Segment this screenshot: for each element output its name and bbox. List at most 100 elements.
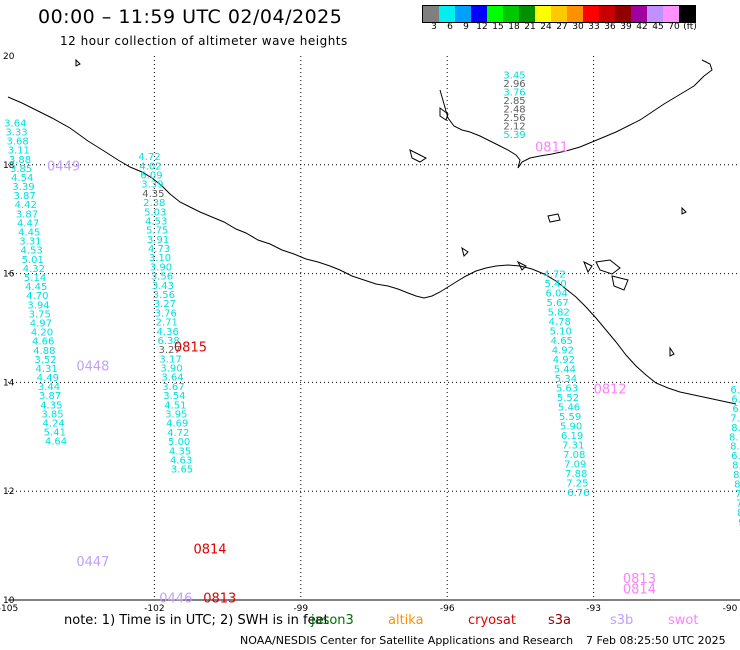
colorbar-swatch: [455, 6, 471, 22]
colorbar-swatch: [471, 6, 487, 22]
swh-value: 3.90: [150, 262, 172, 273]
lon-tick-label: -99: [293, 604, 308, 614]
swh-value: 3.65: [171, 465, 193, 476]
swh-value: 4.92: [553, 355, 575, 366]
swh-value: 9.51: [738, 517, 740, 528]
track-time-label: 0813: [623, 572, 656, 587]
swh-value: 4.88: [33, 346, 55, 357]
credit-timestamp: 7 Feb 08:25:50 UTC 2025: [586, 634, 726, 647]
swh-value: 2.85: [503, 96, 525, 107]
swh-value: 5.41: [44, 428, 66, 439]
lon-tick-label: -96: [440, 604, 455, 614]
swh-value: 2.56: [503, 113, 525, 124]
swh-value: 8.27: [734, 480, 740, 491]
lon-tick-label: -102: [144, 604, 164, 614]
swh-value: 6.76: [567, 488, 589, 499]
track-time-label: 0815: [174, 340, 207, 355]
colorbar-label: 27: [556, 22, 568, 32]
lat-tick-label: 20: [3, 52, 15, 62]
track-time-label: 0447: [76, 555, 109, 570]
swh-value: 3.10: [149, 253, 171, 264]
swh-value: 4.97: [30, 318, 52, 329]
colorbar-labels: 3 6 9 12 15 18 21 24 27 30 33 36 39 42 45 70 (ft): [422, 22, 732, 34]
lake-shape-7: [461, 246, 469, 257]
swh-value: 5.00: [168, 437, 190, 448]
lon-tick-label: -105: [0, 604, 18, 614]
lake-shape-1: [595, 259, 621, 275]
wave-height-colorbar: [422, 5, 696, 23]
colorbar-swatch: [599, 6, 615, 22]
satellite-jason3: jason3: [311, 613, 354, 628]
colorbar-label: 21: [524, 22, 536, 32]
swh-value: 6.38: [158, 336, 180, 347]
lake-shape-2: [611, 275, 629, 291]
swh-value: 5.14: [24, 273, 46, 284]
swh-value: 5.03: [144, 207, 166, 218]
swh-value: 4.35: [40, 400, 62, 411]
swh-value: 4.72: [138, 152, 160, 163]
swh-value: 5.52: [557, 393, 579, 404]
colorbar-swatch: [631, 6, 647, 22]
yucatan-gulf-coastline: [439, 75, 705, 169]
lake-shape-5: [669, 346, 675, 357]
swh-value: 3.95: [165, 410, 187, 421]
axis-labels: -105 -102 -99 -96 -93 -90 20 18 16 14 12 10: [0, 52, 738, 614]
colorbar-label: 30: [572, 22, 584, 32]
swh-value: 4.51: [164, 400, 186, 411]
colorbar-label: 6: [447, 22, 453, 32]
swh-value: 7.08: [563, 450, 585, 461]
colorbar-swatch: [647, 6, 663, 22]
map-title: 00:00 – 11:59 UTC 02/04/2025: [38, 6, 343, 28]
colorbar-swatch: [615, 6, 631, 22]
swh-value: 6.04: [731, 451, 740, 462]
swh-value: 6.09: [140, 170, 162, 181]
colorbar-swatch: [551, 6, 567, 22]
swh-value: 6.: [732, 404, 740, 415]
lat-lon-grid: [8, 56, 740, 601]
swh-value: 7.25: [566, 478, 588, 489]
colorbar-label: 15: [492, 22, 504, 32]
swh-value: 3.56: [153, 290, 175, 301]
swh-value: 5.44: [554, 365, 576, 376]
swh-value: 6.19: [561, 431, 583, 442]
swh-values: 3.643.333.683.113.883.854.543.393.874.42…: [4, 70, 740, 537]
swh-value: 3.88: [9, 155, 31, 166]
swh-value: 3.64: [4, 118, 26, 129]
swh-value: 3.43: [152, 281, 174, 292]
swh-value: 4.53: [20, 246, 42, 257]
swh-value: 8.17: [730, 442, 740, 453]
swh-value: 7.88: [565, 469, 587, 480]
swh-value: 4.53: [145, 216, 167, 227]
swh-value: 3.91: [147, 235, 169, 246]
satellite-s3b: s3b: [610, 613, 634, 628]
swh-value: 4.47: [17, 218, 39, 229]
map-subtitle: 12 hour collection of altimeter wave hei…: [60, 34, 348, 48]
lon-tick-label: -90: [723, 604, 738, 614]
swh-value: 3.87: [16, 209, 38, 220]
swh-value: 4.45: [18, 228, 40, 239]
swh-value: 4.20: [31, 328, 53, 339]
swh-value: 2.12: [503, 121, 525, 132]
colorbar-swatch: [583, 6, 599, 22]
swh-value: 4.63: [170, 455, 192, 466]
colorbar-label: 33: [588, 22, 600, 32]
swh-value: 5.59: [559, 412, 581, 423]
track-time-label: 0448: [76, 360, 109, 375]
track-time-label: 0449: [47, 159, 80, 174]
swh-value: 3.94: [27, 300, 49, 311]
colorbar-swatch: [567, 6, 583, 22]
lake-shape-6: [439, 107, 449, 121]
swh-value: 8.15: [733, 470, 740, 481]
swh-value: 4.92: [552, 346, 574, 357]
swh-value: 3.31: [19, 237, 41, 248]
swh-value: 5.82: [548, 308, 570, 319]
terminos-lagoon: [409, 149, 427, 163]
colorbar-swatch: [503, 6, 519, 22]
swh-value: 2.38: [143, 198, 165, 209]
lon-tick-label: -93: [586, 604, 601, 614]
swh-value: 4.49: [37, 373, 59, 384]
swh-value: 4.35: [142, 189, 164, 200]
swh-value: 5.01: [22, 255, 44, 266]
mexico-pacific-coastline: [7, 96, 737, 405]
